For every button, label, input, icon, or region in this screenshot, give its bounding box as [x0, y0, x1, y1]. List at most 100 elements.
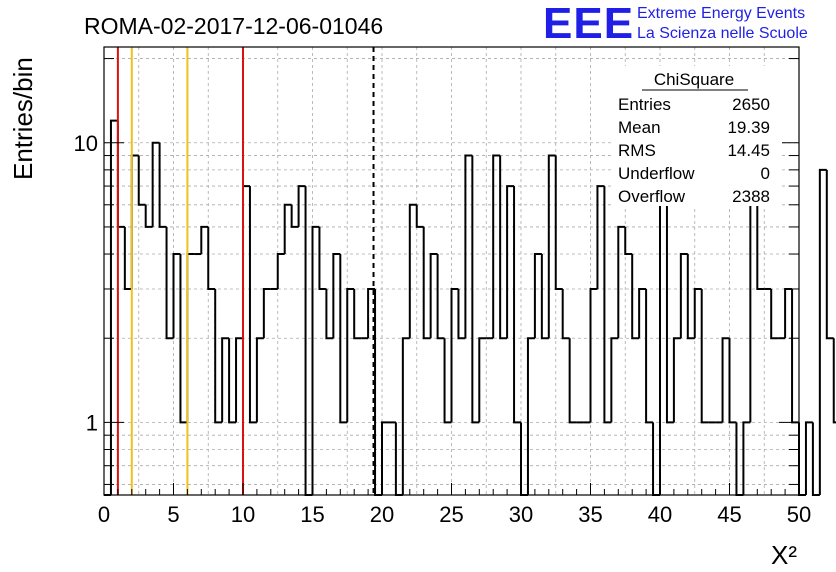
histogram-bin — [561, 288, 570, 340]
logo-line-1: Extreme Energy Events — [637, 5, 806, 22]
histogram-bin — [798, 422, 806, 496]
histogram-bin — [728, 338, 737, 424]
x-tick-label: 25 — [439, 502, 463, 527]
stats-row-value: 2650 — [732, 95, 770, 114]
histogram-bin — [367, 287, 376, 339]
x-tick-label: 5 — [167, 502, 179, 527]
histogram-bin — [436, 254, 445, 340]
histogram-bin — [547, 154, 556, 339]
histogram-bin — [276, 253, 285, 289]
histogram-bin — [283, 203, 292, 255]
histogram-bin — [290, 204, 299, 228]
histogram-bin — [381, 421, 389, 495]
x-tick-label: 45 — [717, 502, 741, 527]
histogram-bin — [554, 155, 563, 290]
stats-row-value: 14.45 — [727, 141, 770, 160]
histogram-bin — [242, 185, 250, 339]
histogram-bin — [228, 338, 237, 424]
histogram-bin — [513, 186, 521, 424]
x-tick-label: 20 — [370, 502, 394, 527]
histogram-bin — [499, 155, 508, 340]
histogram-bin — [318, 226, 327, 290]
histogram-bin — [506, 185, 515, 339]
histogram-bin — [304, 186, 313, 496]
histogram-bin — [235, 337, 243, 423]
histogram-bin — [207, 226, 216, 290]
x-tick-label: 30 — [509, 502, 533, 527]
histogram-bin — [596, 185, 605, 289]
histogram-bin — [346, 287, 355, 423]
histogram-bin — [214, 288, 223, 424]
histogram-bin — [540, 254, 549, 340]
histogram-bin — [374, 288, 382, 496]
histogram-bin — [770, 288, 779, 340]
y-axis-label: Entries/bin — [8, 57, 38, 180]
histogram-bin — [756, 204, 765, 290]
chart-title: ROMA-02-2017-12-06-01046 — [84, 13, 383, 39]
histogram-bin — [721, 337, 730, 423]
stats-box-bg — [612, 66, 782, 206]
histogram-bin — [123, 226, 132, 290]
stats-row-value: 0 — [761, 164, 770, 183]
histogram-bin — [262, 287, 271, 339]
stats-row-label: Underflow — [618, 164, 695, 183]
histogram-bin — [109, 119, 118, 495]
histogram-bin — [130, 154, 139, 289]
eee-logo: EEE — [543, 0, 635, 48]
histogram-bin — [672, 337, 681, 423]
stats-row-label: RMS — [618, 141, 656, 160]
histogram-bin — [603, 186, 612, 424]
x-axis-label: X² — [771, 540, 797, 570]
histogram-bin — [492, 154, 501, 339]
logo-line-2: La Scienza nelle Scuole — [637, 25, 808, 42]
histogram-bin — [589, 287, 598, 423]
histogram-bin — [144, 204, 153, 228]
histogram-bin — [457, 288, 466, 340]
histogram-bin — [568, 338, 577, 424]
histogram-bin — [804, 421, 813, 495]
histogram-bin — [832, 338, 836, 424]
stats-box: ChiSquare Entries 2650 Mean 19.39 RMS 14.45 Und… — [612, 66, 782, 206]
histogram-bin — [617, 225, 626, 339]
histogram-bin — [450, 287, 459, 423]
stats-row-label: Mean — [618, 118, 661, 137]
histogram-bin — [248, 186, 257, 424]
y-tick-label: 10 — [74, 131, 98, 156]
histogram-bin — [526, 337, 535, 495]
histogram-bin — [332, 253, 341, 339]
histogram-bin — [255, 337, 264, 423]
histogram-bin — [158, 142, 167, 228]
stats-row-value: 19.39 — [727, 118, 770, 137]
x-tick-label: 50 — [787, 502, 811, 527]
histogram-bin — [533, 253, 542, 339]
histogram-bin — [165, 226, 174, 340]
y-tick-label: 1 — [86, 410, 98, 435]
x-tick-label: 40 — [648, 502, 672, 527]
histogram-bin — [791, 288, 799, 424]
histogram-bin — [422, 226, 431, 340]
histogram-bin — [311, 225, 320, 495]
histogram-bin — [137, 155, 146, 206]
histogram-bin — [478, 337, 487, 423]
x-tick-label: 15 — [300, 502, 324, 527]
histogram-bin — [700, 288, 709, 424]
histogram-bin — [693, 287, 702, 339]
histogram-bin — [665, 186, 674, 424]
histogram-bin — [339, 254, 348, 424]
histogram-bin — [818, 168, 827, 495]
histogram-bin — [825, 169, 834, 340]
histogram-bin — [221, 337, 230, 423]
histogram-bin — [811, 422, 820, 496]
histogram-bin — [464, 154, 473, 339]
reference-lines — [116, 47, 375, 495]
histogram-bin — [408, 203, 417, 339]
histogram-bin — [172, 253, 181, 339]
stats-row-label: Entries — [618, 95, 671, 114]
histogram-bin — [631, 254, 640, 340]
histogram-bin — [297, 185, 306, 227]
histogram-bin — [638, 287, 647, 339]
histogram-bin — [645, 288, 654, 424]
axis-ticks: 0 5 10 15 20 25 30 35 40 45 50 1 10 — [74, 58, 811, 527]
histogram-bin — [151, 141, 160, 227]
